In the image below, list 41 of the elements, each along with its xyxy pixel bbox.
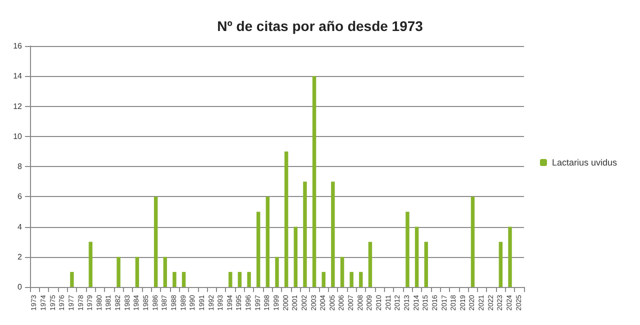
bar	[470, 196, 475, 287]
y-tick-label: 16	[13, 42, 23, 50]
bar	[424, 242, 428, 287]
y-tick-label: 10	[13, 132, 23, 141]
bar	[508, 226, 512, 287]
chart-title: Nº de citas por año desde 1973	[217, 18, 424, 34]
bar	[275, 256, 279, 287]
y-tick-label: 8	[18, 162, 23, 171]
bar	[116, 256, 120, 287]
bar	[70, 272, 74, 287]
bar	[414, 226, 419, 287]
bar	[284, 151, 288, 287]
bar	[154, 196, 158, 287]
y-tick-label: 14	[13, 72, 23, 81]
bar	[294, 226, 298, 287]
bar	[238, 272, 242, 287]
bar	[172, 272, 176, 287]
bar	[498, 242, 503, 287]
bar	[312, 76, 316, 287]
bar	[163, 256, 168, 287]
bar	[228, 272, 232, 287]
bar	[266, 196, 270, 287]
y-tick-label: 4	[18, 222, 23, 232]
bar	[340, 256, 344, 287]
bar	[331, 182, 335, 287]
bar	[368, 242, 372, 287]
bar	[247, 272, 251, 287]
bar	[303, 182, 307, 287]
y-tick-label: 6	[18, 192, 23, 202]
y-tick-label: 12	[13, 102, 23, 111]
y-tick-label: 2	[18, 252, 23, 262]
y-tick-label: 0	[18, 282, 23, 292]
bar	[359, 272, 363, 287]
bar	[406, 212, 410, 287]
bar	[256, 212, 260, 287]
bar	[135, 256, 140, 287]
bar	[182, 272, 186, 287]
legend-label: Lactarius uvidus	[552, 158, 618, 168]
bar	[322, 272, 326, 287]
bar	[88, 242, 92, 287]
bar	[350, 272, 354, 287]
